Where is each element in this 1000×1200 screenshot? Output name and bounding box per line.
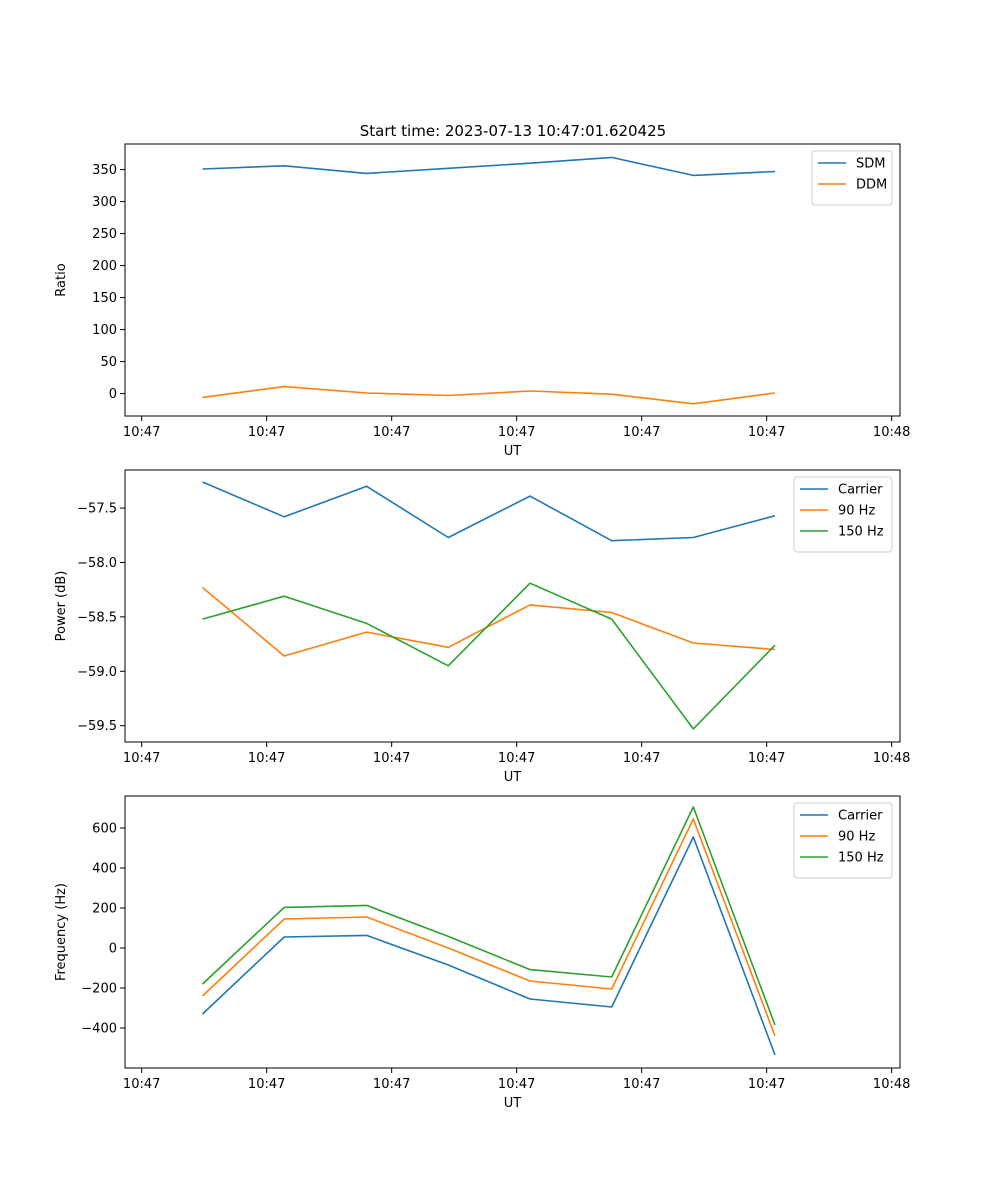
ratio-x-tick-label: 10:48 xyxy=(873,425,910,440)
frequency-y-tick-label: −200 xyxy=(81,982,117,997)
power-x-tick-label: 10:48 xyxy=(873,751,910,766)
ratio-series-ddm xyxy=(202,385,776,405)
power-legend-label: 150 Hz xyxy=(838,525,884,540)
ratio-x-tick-label: 10:47 xyxy=(498,425,535,440)
power-legend-label: 90 Hz xyxy=(838,504,875,519)
ratio-legend-label: SDM xyxy=(856,157,885,172)
ratio-y-tick-label: 200 xyxy=(92,259,117,274)
ratio-x-tick-label: 10:47 xyxy=(373,425,410,440)
frequency-series-carrier xyxy=(201,836,776,1056)
power-x-tick-label: 10:47 xyxy=(373,751,410,766)
ratio-x-tick-label: 10:47 xyxy=(623,425,660,440)
power-x-tick-label: 10:47 xyxy=(623,751,660,766)
frequency-y-tick-label: 400 xyxy=(92,862,117,877)
power-x-tick-label: 10:47 xyxy=(248,751,285,766)
frequency-x-tick-label: 10:48 xyxy=(873,1077,910,1092)
figure-title: Start time: 2023-07-13 10:47:01.620425 xyxy=(360,122,666,140)
power-series-150-hz xyxy=(202,582,776,730)
ratio-x-tick-label: 10:47 xyxy=(248,425,285,440)
ratio-legend-label: DDM xyxy=(856,178,887,193)
ratio-x-tick-label: 10:47 xyxy=(748,425,785,440)
frequency-y-tick-label: 600 xyxy=(92,822,117,837)
frequency-series-90-hz xyxy=(201,818,776,1037)
power-x-tick-label: 10:47 xyxy=(123,751,160,766)
ratio-y-tick-label: 150 xyxy=(92,291,117,306)
frequency-legend-label: 150 Hz xyxy=(838,851,884,866)
frequency-legend-label: 90 Hz xyxy=(838,830,875,845)
power-x-tick-label: 10:47 xyxy=(748,751,785,766)
power-y-axis-label: Power (dB) xyxy=(54,571,69,642)
frequency-series-150-hz xyxy=(201,806,776,1026)
frequency-x-tick-label: 10:47 xyxy=(248,1077,285,1092)
power-y-tick-label: −59.0 xyxy=(77,665,117,680)
frequency-y-tick-label: 200 xyxy=(92,902,117,917)
ratio-x-axis-label: UT xyxy=(504,444,522,459)
frequency-chart: 10:47 10:47 10:47 10:47 10:47 10:47 10:48 −400 −… xyxy=(54,795,910,1111)
power-x-tick-label: 10:47 xyxy=(498,751,535,766)
ratio-y-tick-label: 100 xyxy=(92,323,117,338)
ratio-legend: SDM DDM xyxy=(811,150,893,206)
power-legend: Carrier 90 Hz 150 Hz xyxy=(793,476,893,553)
power-legend-label: Carrier xyxy=(838,483,883,498)
frequency-x-axis-label: UT xyxy=(504,1096,522,1111)
power-y-tick-label: −57.5 xyxy=(77,502,117,517)
power-legend-box xyxy=(793,476,893,553)
ratio-series-sdm xyxy=(202,156,776,177)
ratio-y-tick-label: 50 xyxy=(100,355,117,370)
frequency-axes-frame xyxy=(124,795,901,1069)
ratio-y-tick-label: 0 xyxy=(109,387,117,402)
power-axes-frame xyxy=(124,469,901,743)
power-series-90-hz xyxy=(201,586,776,657)
ratio-y-tick-label: 350 xyxy=(92,163,117,178)
frequency-x-tick-label: 10:47 xyxy=(623,1077,660,1092)
power-chart: 10:47 10:47 10:47 10:47 10:47 10:47 10:48 −59.5… xyxy=(54,469,910,785)
power-y-tick-label: −58.5 xyxy=(77,610,117,625)
ratio-y-axis-label: Ratio xyxy=(54,263,69,296)
frequency-y-tick-label: −400 xyxy=(81,1022,117,1037)
power-y-tick-label: −58.0 xyxy=(77,556,117,571)
frequency-x-tick-label: 10:47 xyxy=(748,1077,785,1092)
frequency-legend-box xyxy=(793,802,893,879)
frequency-y-tick-label: 0 xyxy=(109,942,117,957)
frequency-legend-label: Carrier xyxy=(838,809,883,824)
power-y-tick-label: −59.5 xyxy=(77,719,117,734)
ratio-axes-frame xyxy=(124,143,901,417)
frequency-legend: Carrier 90 Hz 150 Hz xyxy=(793,802,893,879)
ratio-y-tick-label: 300 xyxy=(92,195,117,210)
frequency-x-tick-label: 10:47 xyxy=(373,1077,410,1092)
power-series-carrier xyxy=(202,481,776,542)
ratio-legend-box xyxy=(811,150,893,206)
ratio-chart: 10:47 10:47 10:47 10:47 10:47 10:47 10:48 0 50 10… xyxy=(54,143,910,459)
frequency-y-axis-label: Frequency (Hz) xyxy=(54,883,69,981)
ratio-x-tick-label: 10:47 xyxy=(123,425,160,440)
ratio-y-tick-label: 250 xyxy=(92,227,117,242)
frequency-x-tick-label: 10:47 xyxy=(123,1077,160,1092)
frequency-x-tick-label: 10:47 xyxy=(498,1077,535,1092)
power-x-axis-label: UT xyxy=(504,770,522,785)
